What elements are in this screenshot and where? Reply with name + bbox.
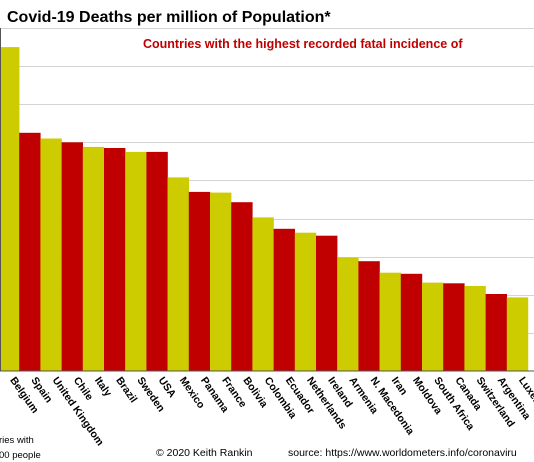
bar-argentina <box>485 294 507 371</box>
bar-canada <box>443 283 465 371</box>
bar-belgium <box>0 47 20 371</box>
bar-usa <box>146 151 168 371</box>
x-tick-label: Brazil <box>113 375 139 405</box>
copyright-text: © 2020 Keith Rankin <box>156 447 253 459</box>
source-text: source: https://www.worldometers.info/co… <box>288 447 517 459</box>
bar-chile <box>61 142 83 371</box>
bar-ecuador <box>273 228 295 371</box>
chart-title: Covid-19 Deaths per million of Populatio… <box>7 9 331 26</box>
bar-brazil <box>104 148 126 371</box>
bar-iran <box>379 272 401 371</box>
bar-moldova <box>400 273 423 371</box>
bars <box>0 47 529 371</box>
bar-south-africa <box>422 282 444 371</box>
bar-sweden <box>125 151 147 371</box>
bar-ireland <box>316 235 338 371</box>
bar-switzerland <box>464 286 486 371</box>
bar-mexico <box>167 177 189 371</box>
bar-netherlands <box>294 232 317 371</box>
bar-france <box>210 192 232 371</box>
bar-armenia <box>337 257 359 371</box>
footnote-line-2: 00 people <box>0 450 41 461</box>
bar-spain <box>19 132 41 371</box>
chart-subtitle: Countries with the highest recorded fata… <box>143 37 463 51</box>
bar-panama <box>188 191 211 371</box>
bar-italy <box>82 146 105 371</box>
bar-luxem <box>506 297 529 371</box>
bar-bolivia <box>231 202 253 371</box>
bar-n-macedonia <box>358 261 380 371</box>
bar-colombia <box>252 217 274 371</box>
footnote-line-1: ries with <box>0 435 34 446</box>
bar-united-kingdom <box>40 138 62 371</box>
